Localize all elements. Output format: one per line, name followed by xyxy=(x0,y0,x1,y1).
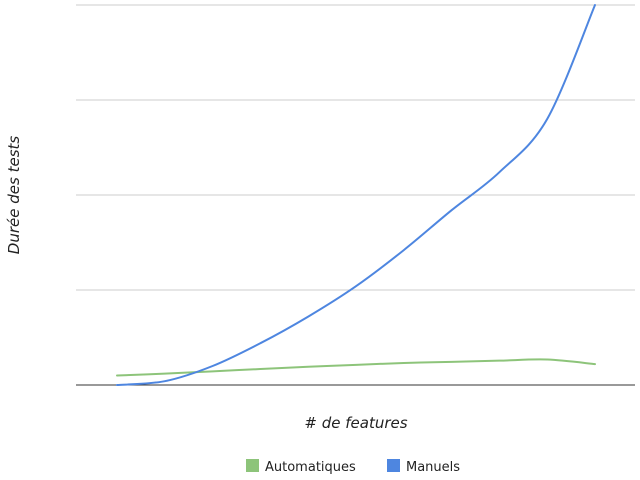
series-lines xyxy=(116,4,596,386)
grid-lines xyxy=(76,4,635,291)
legend-label-automatiques: Automatiques xyxy=(265,460,356,475)
y-axis-title: Durée des tests xyxy=(5,136,23,255)
series-line-automatiques xyxy=(116,358,596,377)
legend-item-automatiques[interactable]: Automatiques xyxy=(246,459,356,475)
x-axis-title: # de features xyxy=(304,414,407,432)
legend-swatch-manuels xyxy=(387,459,400,472)
series-line-manuels xyxy=(116,4,596,386)
legend-label-manuels: Manuels xyxy=(406,460,460,475)
legend[interactable]: Automatiques Manuels xyxy=(246,459,460,475)
legend-item-manuels[interactable]: Manuels xyxy=(387,459,460,475)
legend-swatch-automatiques xyxy=(246,459,259,472)
